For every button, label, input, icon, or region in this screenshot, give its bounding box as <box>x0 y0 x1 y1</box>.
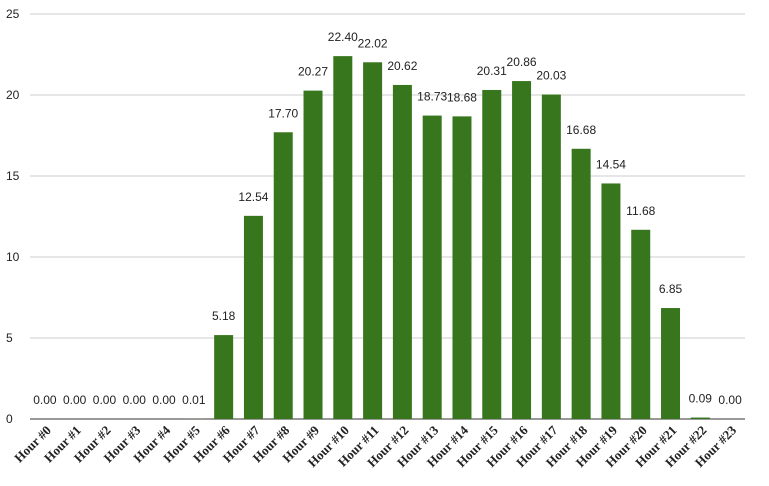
bar-value-label: 17.70 <box>268 106 298 120</box>
bar <box>571 148 591 419</box>
y-tick-label: 5 <box>6 331 13 345</box>
y-tick-label: 10 <box>6 250 20 264</box>
y-tick-label: 20 <box>6 88 20 102</box>
grid-lines <box>30 13 745 420</box>
bar <box>512 81 532 420</box>
bar <box>601 183 621 419</box>
y-tick-label: 25 <box>6 7 20 21</box>
bar-value-label: 18.68 <box>447 90 477 104</box>
y-tick-label: 0 <box>6 412 13 426</box>
bar-value-label: 12.54 <box>238 190 268 204</box>
bar <box>631 229 651 419</box>
bar <box>273 132 293 419</box>
bar <box>690 417 710 419</box>
bar <box>661 308 681 419</box>
bar-value-label: 14.54 <box>596 157 626 171</box>
bar <box>333 56 353 420</box>
bar-value-label: 20.62 <box>387 59 417 73</box>
bar-value-label: 16.68 <box>566 123 596 137</box>
bar-value-label: 20.03 <box>536 69 566 83</box>
bar <box>303 90 323 419</box>
bar <box>243 215 263 419</box>
bar-value-label: 0.00 <box>93 393 117 407</box>
bar-value-label: 20.86 <box>507 55 537 69</box>
y-tick-label: 15 <box>6 169 20 183</box>
bar-value-label: 22.02 <box>358 36 388 50</box>
bar-value-label: 0.00 <box>33 393 57 407</box>
bar <box>214 335 234 419</box>
bar-value-label: 0.00 <box>123 393 147 407</box>
bar <box>392 84 412 420</box>
bar <box>363 62 383 419</box>
bar <box>452 116 472 419</box>
bar-value-label: 0.00 <box>63 393 87 407</box>
bar-value-label: 20.31 <box>477 64 507 78</box>
bar-value-label: 0.00 <box>152 393 176 407</box>
bar <box>422 115 442 419</box>
y-axis-ticks: 0 5 10 15 20 25 <box>6 7 20 426</box>
bar-value-label: 6.85 <box>659 282 683 296</box>
bar-value-label: 11.68 <box>626 204 655 218</box>
bars <box>184 56 710 420</box>
bar-value-label: 22.40 <box>328 30 358 44</box>
bar-value-label: 0.00 <box>718 393 742 407</box>
bar-value-label: 5.18 <box>212 309 236 323</box>
bar-value-label: 20.27 <box>298 65 328 79</box>
bar-value-label: 0.01 <box>182 393 206 407</box>
bar-value-label: 0.09 <box>689 392 713 406</box>
bar <box>541 94 561 419</box>
bar <box>482 89 502 419</box>
data-labels: 0.00 0.00 0.00 0.00 0.00 0.01 5.18 12.54 17.70 20… <box>33 30 742 407</box>
bar-value-label: 18.73 <box>417 90 447 104</box>
